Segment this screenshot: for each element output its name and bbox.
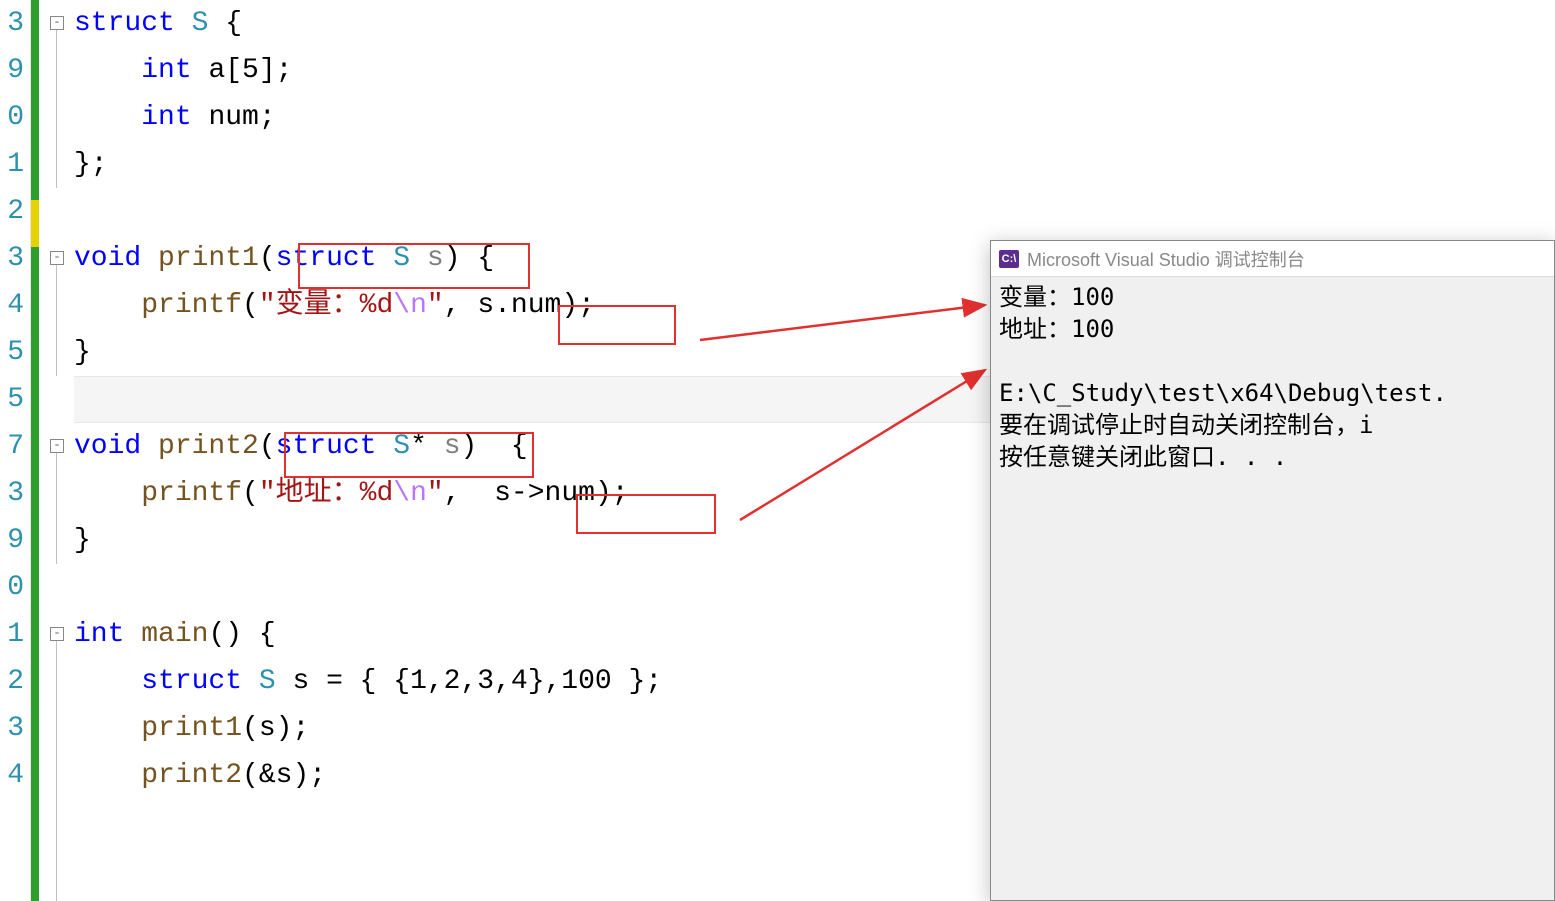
code-line: printf("变量：%d\n", s.num); <box>74 282 1000 329</box>
code-editor: 3 9 0 1 2 3 4 5 5 7 3 9 0 1 2 3 4 - - - … <box>0 0 1000 901</box>
line-number: 4 <box>0 752 24 799</box>
code-line: struct S { <box>74 0 1000 47</box>
fold-toggle[interactable]: - <box>50 16 64 30</box>
line-number: 5 <box>0 329 24 376</box>
line-number: 3 <box>0 470 24 517</box>
code-text-area[interactable]: struct S { int a[5]; int num; }; void pr… <box>74 0 1000 901</box>
line-number: 1 <box>0 611 24 658</box>
fold-line <box>56 265 57 376</box>
line-number: 4 <box>0 282 24 329</box>
fold-line <box>56 641 57 901</box>
change-gutter <box>30 0 44 901</box>
fold-line <box>56 30 57 188</box>
change-bar-green <box>31 247 39 901</box>
line-number: 5 <box>0 376 24 423</box>
code-line: void print2(struct S* s) { <box>74 423 1000 470</box>
line-number: 9 <box>0 47 24 94</box>
line-number: 1 <box>0 141 24 188</box>
code-line: printf("地址：%d\n", s->num); <box>74 470 1000 517</box>
code-line <box>74 376 1000 423</box>
fold-gutter: - - - - <box>44 0 74 901</box>
console-titlebar[interactable]: C:\ Microsoft Visual Studio 调试控制台 <box>991 241 1554 277</box>
line-number: 2 <box>0 658 24 705</box>
code-line: } <box>74 329 1000 376</box>
code-line: } <box>74 517 1000 564</box>
code-line: int main() { <box>74 611 1000 658</box>
line-number: 0 <box>0 94 24 141</box>
line-number: 3 <box>0 705 24 752</box>
line-number: 2 <box>0 188 24 235</box>
code-line: int a[5]; <box>74 47 1000 94</box>
code-line: print1(s); <box>74 705 1000 752</box>
fold-line <box>56 453 57 564</box>
change-bar-green <box>31 0 39 200</box>
line-number: 3 <box>0 235 24 282</box>
console-output: 变量：100 地址：100 E:\C_Study\test\x64\Debug\… <box>991 277 1554 477</box>
line-number: 7 <box>0 423 24 470</box>
code-line: print2(&s); <box>74 752 1000 799</box>
line-number: 3 <box>0 0 24 47</box>
change-bar-yellow <box>31 200 39 247</box>
debug-console-window[interactable]: C:\ Microsoft Visual Studio 调试控制台 变量：100… <box>990 240 1555 901</box>
line-number: 0 <box>0 564 24 611</box>
code-line: int num; <box>74 94 1000 141</box>
code-line: void print1(struct S s) { <box>74 235 1000 282</box>
console-icon: C:\ <box>999 250 1019 268</box>
code-line: struct S s = { {1,2,3,4},100 }; <box>74 658 1000 705</box>
fold-toggle[interactable]: - <box>50 627 64 641</box>
line-number: 9 <box>0 517 24 564</box>
fold-toggle[interactable]: - <box>50 439 64 453</box>
fold-toggle[interactable]: - <box>50 251 64 265</box>
code-line: }; <box>74 141 1000 188</box>
console-title-text: Microsoft Visual Studio 调试控制台 <box>1027 246 1305 272</box>
code-line <box>74 188 1000 235</box>
line-number-gutter: 3 9 0 1 2 3 4 5 5 7 3 9 0 1 2 3 4 <box>0 0 30 901</box>
code-line <box>74 564 1000 611</box>
